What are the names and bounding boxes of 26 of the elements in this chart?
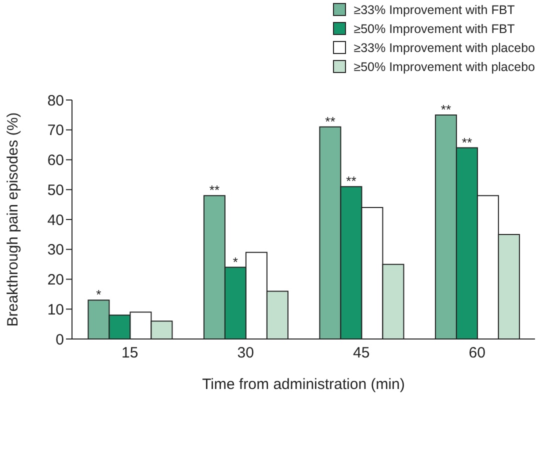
data-label: ** — [325, 114, 336, 129]
data-label: ** — [209, 182, 220, 198]
legend-label: ≥33% Improvement with placebo — [354, 40, 535, 54]
y-tick-label: 10 — [47, 301, 64, 318]
y-tick-label: 60 — [47, 152, 64, 170]
y-tick-label: 50 — [47, 182, 64, 199]
data-label: ** — [440, 102, 452, 117]
y-tick-label: 20 — [47, 272, 64, 289]
legend-label: ≥50% Improvement with placebo — [354, 60, 535, 74]
y-tick-label: 0 — [56, 331, 64, 348]
data-label: ** — [462, 134, 472, 150]
x-tick-label: 30 — [237, 344, 254, 362]
y-axis-title: Breakthrough pain episodes (%) — [4, 112, 22, 327]
legend-label: ≥50% Improvement with FBT — [354, 22, 515, 36]
x-tick-label: 60 — [468, 344, 486, 362]
data-label: ** — [346, 174, 356, 189]
data-label: * — [96, 287, 102, 302]
x-tick-label: 15 — [122, 344, 138, 362]
y-tick-label: 70 — [47, 122, 64, 140]
y-tick-label: 30 — [47, 242, 64, 259]
legend-label: ≥33% Improvement with FBT — [354, 2, 515, 16]
y-tick-label: 40 — [47, 212, 64, 229]
data-label: * — [232, 254, 238, 270]
x-tick-label: 45 — [353, 344, 370, 362]
x-axis-title: Time from administration (min) — [202, 376, 405, 393]
y-tick-label: 80 — [47, 92, 64, 110]
